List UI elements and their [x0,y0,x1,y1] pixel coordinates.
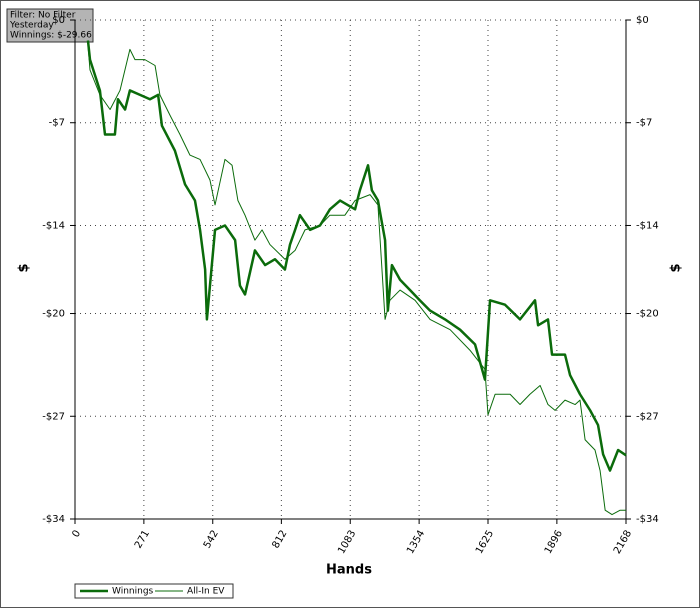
y-tick-label: -$34 [42,514,65,525]
y-tick-label: $0 [52,15,65,26]
y-tick-label: -$7 [636,118,652,129]
y-tick-label: $0 [636,15,649,26]
annotation: Yesterday [9,21,54,31]
y-tick-label: -$20 [42,309,65,320]
y-tick-label: -$14 [636,220,659,231]
y-tick-label: -$14 [42,220,65,231]
legend [74,583,234,599]
series-line [86,40,627,472]
annotation-box [6,8,94,43]
annotation: Filter: No Filter [10,11,76,21]
y-tick-label: -$34 [636,514,659,525]
y-axis-title: $ [17,263,32,272]
series-line [87,44,626,516]
x-tick-label: 0 [70,529,83,540]
legend-label: Winnings [112,587,154,597]
legend-label: All-In EV [187,587,225,597]
y-tick-label: -$27 [636,411,659,422]
y-tick-label: -$7 [49,118,65,129]
x-axis-title: Hands [326,563,372,578]
y-tick-label: -$27 [42,411,65,422]
y-tick-label: -$20 [636,309,659,320]
annotation: Winnings: $-29.66 [10,31,92,41]
y-axis-title: $ [669,263,684,272]
